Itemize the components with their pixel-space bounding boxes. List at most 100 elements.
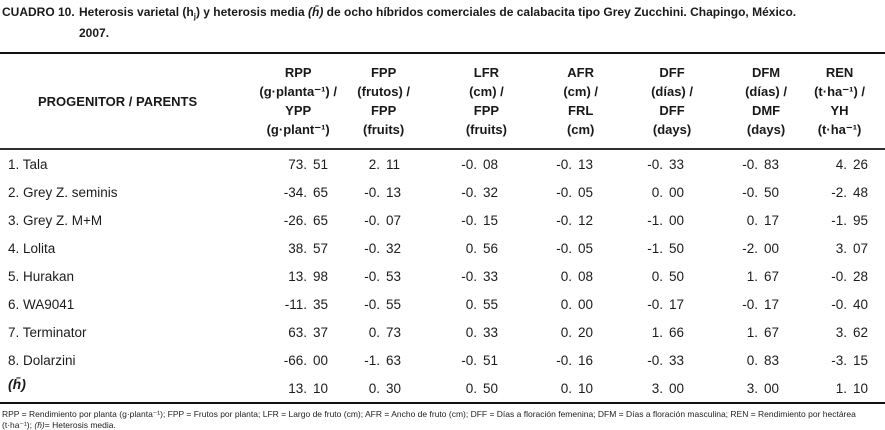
value-cell: -1. 00	[598, 206, 693, 234]
value-cell: 0. 50	[417, 374, 510, 403]
value-cell: 0. 30	[338, 374, 417, 403]
value-decimal-part: 15	[853, 352, 869, 368]
value-decimal-part: 12	[578, 212, 594, 228]
value-integer-part: -1.	[831, 212, 847, 228]
value-integer-part: -0.	[556, 156, 572, 172]
table-row: 8. Dolarzini -66. 00 -1. 63 -0. 51 -0. 16 -0. 33 0.…	[0, 346, 885, 374]
value-integer-part: -0.	[364, 296, 380, 312]
value-decimal-part: 05	[578, 240, 594, 256]
value-integer-part: -1.	[647, 212, 663, 228]
value-integer-part: 2.	[368, 156, 380, 172]
value-cell: -0. 53	[338, 262, 417, 290]
value-decimal-part: 00	[669, 212, 685, 228]
value-integer-part: -0.	[364, 268, 380, 284]
table-row: 5. Hurakan 13. 98 -0. 53 -0. 33 0. 08 0. 50 1. 67 -0.…	[0, 262, 885, 290]
value-decimal-part: 08	[483, 156, 499, 172]
row-label: 2. Grey Z. seminis	[8, 184, 118, 200]
value-decimal-part: 51	[483, 352, 499, 368]
value-integer-part: -0.	[647, 156, 663, 172]
value-cell: -0. 83	[693, 149, 787, 178]
value-integer-part: -0.	[461, 352, 477, 368]
value-integer-part: -0.	[364, 184, 380, 200]
value-integer-part: 38.	[288, 240, 307, 256]
value-decimal-part: 10	[853, 380, 869, 396]
value-integer-part: -0.	[556, 184, 572, 200]
value-cell: -66. 00	[252, 346, 338, 374]
value-decimal-part: 33	[669, 156, 685, 172]
value-cell: -34. 65	[252, 178, 338, 206]
table-row: 7. Terminator 63. 37 0. 73 0. 33 0. 20 1. 66 1. 67 3.…	[0, 318, 885, 346]
caption-label: CUADRO 10.	[2, 5, 75, 19]
table-body: 1. Tala 73. 51 2. 11 -0. 08 -0. 13 -0. 33 -0. 83 4. 26…	[0, 149, 885, 403]
value-cell: 3. 62	[787, 318, 885, 346]
value-integer-part: -0.	[647, 296, 663, 312]
value-decimal-part: 32	[386, 240, 402, 256]
column-header-lines: REN (t·ha⁻¹) / YH (t·ha⁻¹)	[814, 65, 865, 137]
value-integer-part: 1.	[746, 268, 758, 284]
value-integer-part: 0.	[368, 324, 380, 340]
value-decimal-part: 33	[483, 324, 499, 340]
value-decimal-part: 00	[313, 352, 329, 368]
value-cell: 13. 10	[252, 374, 338, 403]
value-decimal-part: 00	[764, 380, 780, 396]
column-header-rpp: RPP (g·planta⁻¹) / YPP (g·plant⁻¹)	[252, 53, 338, 150]
value-integer-part: -1.	[364, 352, 380, 368]
value-decimal-part: 65	[313, 212, 329, 228]
value-integer-part: 0.	[368, 380, 380, 396]
caption-year: 2007.	[79, 26, 110, 40]
value-decimal-part: 98	[313, 268, 329, 284]
caption-hbar-symbol: (h̄)	[308, 5, 324, 19]
value-decimal-part: 51	[313, 156, 329, 172]
value-decimal-part: 83	[764, 352, 780, 368]
value-integer-part: -1.	[647, 240, 663, 256]
value-decimal-part: 95	[853, 212, 869, 228]
value-cell: -0. 32	[417, 178, 510, 206]
value-cell: -3. 15	[787, 346, 885, 374]
value-cell: 3. 07	[787, 234, 885, 262]
value-decimal-part: 20	[578, 324, 594, 340]
value-decimal-part: 40	[853, 296, 869, 312]
value-cell: -26. 65	[252, 206, 338, 234]
value-decimal-part: 53	[386, 268, 402, 284]
value-integer-part: 73.	[288, 156, 307, 172]
column-header-dfm: DFM (días) / DMF (days)	[693, 53, 787, 150]
value-decimal-part: 30	[386, 380, 402, 396]
value-decimal-part: 05	[578, 184, 594, 200]
table-row: 3. Grey Z. M+M -26. 65 -0. 07 -0. 15 -0. 12 -1. 00…	[0, 206, 885, 234]
value-decimal-part: 55	[386, 296, 402, 312]
value-decimal-part: 37	[313, 324, 329, 340]
value-integer-part: 1.	[746, 324, 758, 340]
value-integer-part: -34.	[283, 184, 307, 200]
value-integer-part: -2.	[831, 184, 847, 200]
value-integer-part: -0.	[831, 296, 847, 312]
column-header-lines: RPP (g·planta⁻¹) / YPP (g·plant⁻¹)	[259, 65, 337, 137]
value-decimal-part: 35	[313, 296, 329, 312]
table-row: 1. Tala 73. 51 2. 11 -0. 08 -0. 13 -0. 33 -0. 83 4. 26	[0, 149, 885, 178]
caption-text-mid: ) y heterosis media	[195, 5, 308, 19]
value-cell: 0. 00	[598, 178, 693, 206]
header-row: PROGENITOR / PARENTS RPP (g·planta⁻¹) / YP…	[0, 53, 885, 150]
value-decimal-part: 50	[669, 240, 685, 256]
table-row: 4. Lolita 38. 57 -0. 32 0. 56 -0. 05 -1. 50 -2. 00 3.…	[0, 234, 885, 262]
value-decimal-part: 33	[483, 268, 499, 284]
value-cell: -0. 17	[598, 290, 693, 318]
value-decimal-part: 07	[853, 240, 869, 256]
value-integer-part: -0.	[556, 240, 572, 256]
value-integer-part: -0.	[364, 240, 380, 256]
value-decimal-part: 13	[386, 184, 402, 200]
value-cell: 2. 11	[338, 149, 417, 178]
value-cell: 0. 08	[510, 262, 598, 290]
value-integer-part: 1.	[651, 324, 663, 340]
value-integer-part: -66.	[283, 352, 307, 368]
value-integer-part: -0.	[647, 352, 663, 368]
value-cell: -0. 15	[417, 206, 510, 234]
value-integer-part: 1.	[835, 380, 847, 396]
value-decimal-part: 57	[313, 240, 329, 256]
value-decimal-part: 33	[669, 352, 685, 368]
value-integer-part: 0.	[465, 324, 477, 340]
table-row: 2. Grey Z. seminis -34. 65 -0. 13 -0. 32 -0. 05 0…	[0, 178, 885, 206]
value-integer-part: 0.	[746, 212, 758, 228]
heterosis-table: PROGENITOR / PARENTS RPP (g·planta⁻¹) / YP…	[0, 52, 885, 404]
row-label: 8. Dolarzini	[8, 352, 76, 368]
value-cell: -0. 07	[338, 206, 417, 234]
